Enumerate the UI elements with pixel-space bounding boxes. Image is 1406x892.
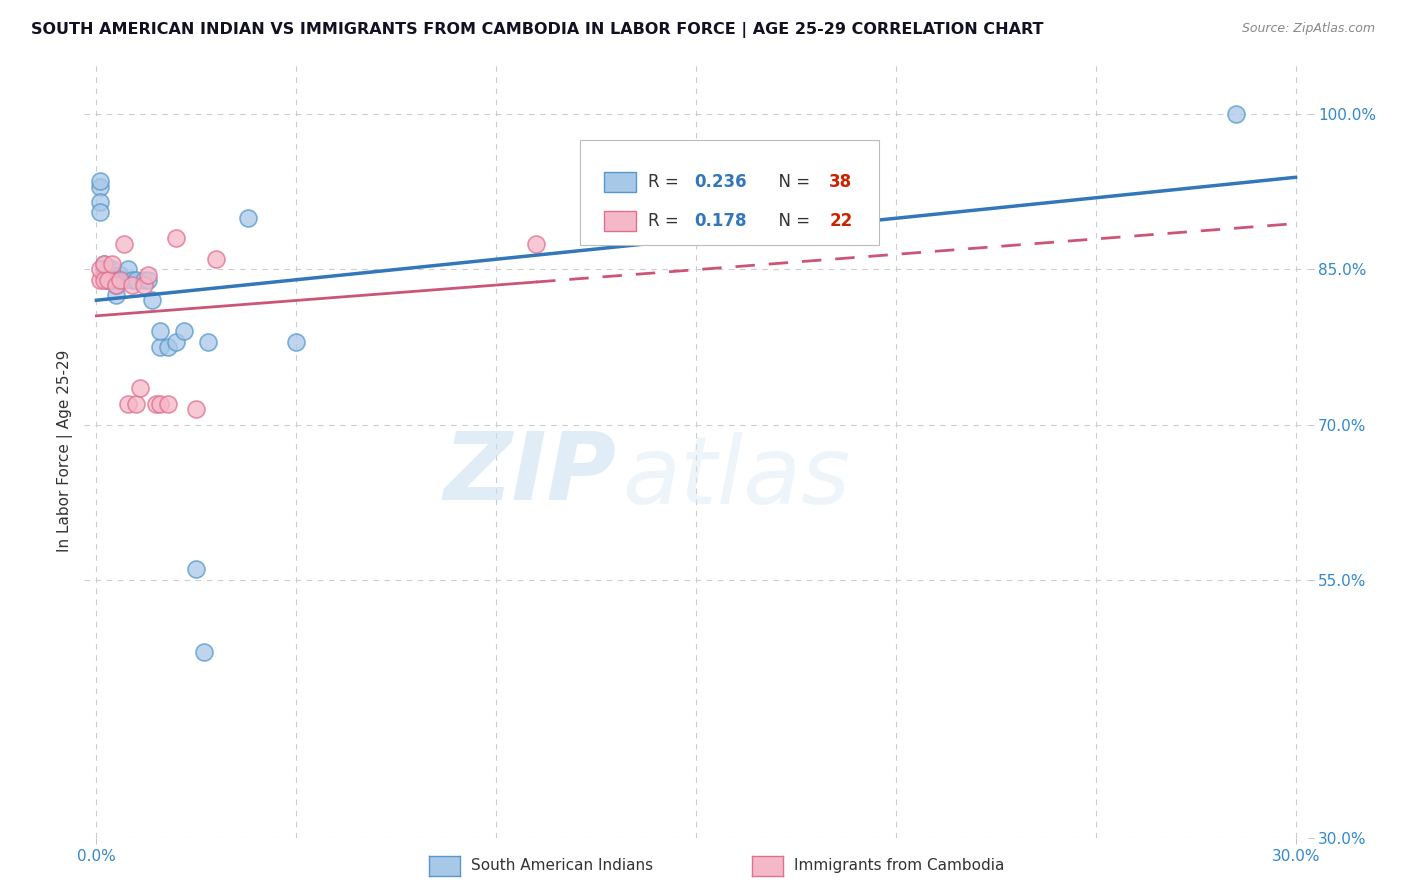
Point — [97, 262, 120, 277]
Point — [149, 340, 172, 354]
Text: ZIP: ZIP — [443, 428, 616, 520]
Point — [93, 257, 115, 271]
Point — [193, 645, 215, 659]
Point — [157, 340, 180, 354]
Point — [97, 273, 120, 287]
Point — [93, 262, 115, 277]
Point — [97, 273, 120, 287]
Point — [89, 179, 111, 194]
Point — [117, 262, 139, 277]
Text: R =: R = — [648, 173, 685, 191]
Point — [105, 277, 128, 292]
Point — [101, 273, 124, 287]
Text: South American Indians: South American Indians — [471, 858, 654, 872]
Point — [112, 273, 135, 287]
Point — [105, 288, 128, 302]
Point — [110, 268, 132, 282]
Point — [125, 273, 148, 287]
Point — [845, 211, 868, 225]
Point — [136, 268, 159, 282]
Text: N =: N = — [768, 212, 815, 230]
Text: 0.236: 0.236 — [695, 173, 748, 191]
Point — [110, 273, 132, 287]
Point — [89, 195, 111, 210]
Point — [205, 252, 228, 266]
Point — [121, 273, 143, 287]
Point — [134, 273, 156, 287]
Point — [165, 231, 187, 245]
Point — [1225, 107, 1247, 121]
Point — [149, 397, 172, 411]
Text: Source: ZipAtlas.com: Source: ZipAtlas.com — [1241, 22, 1375, 36]
Text: 22: 22 — [830, 212, 852, 230]
Point — [101, 262, 124, 277]
Point — [165, 334, 187, 349]
Text: Immigrants from Cambodia: Immigrants from Cambodia — [794, 858, 1005, 872]
Point — [173, 325, 195, 339]
Point — [105, 277, 128, 292]
Text: atlas: atlas — [623, 432, 851, 523]
Point — [110, 273, 132, 287]
Point — [134, 277, 156, 292]
FancyBboxPatch shape — [605, 171, 636, 192]
Point — [97, 273, 120, 287]
FancyBboxPatch shape — [579, 140, 880, 244]
Point — [93, 257, 115, 271]
Point — [112, 236, 135, 251]
Point — [125, 397, 148, 411]
Text: 38: 38 — [830, 173, 852, 191]
Point — [186, 562, 208, 576]
Point — [149, 325, 172, 339]
Point — [157, 397, 180, 411]
Point — [89, 205, 111, 219]
Point — [136, 273, 159, 287]
Point — [186, 402, 208, 417]
Point — [524, 236, 547, 251]
Point — [89, 262, 111, 277]
Point — [129, 381, 152, 395]
Point — [97, 273, 120, 287]
FancyBboxPatch shape — [605, 211, 636, 231]
Y-axis label: In Labor Force | Age 25-29: In Labor Force | Age 25-29 — [58, 350, 73, 551]
Text: R =: R = — [648, 212, 685, 230]
Point — [93, 268, 115, 282]
Point — [101, 257, 124, 271]
Point — [117, 397, 139, 411]
Point — [238, 211, 260, 225]
Text: 0.178: 0.178 — [695, 212, 747, 230]
Point — [89, 174, 111, 188]
Point — [89, 273, 111, 287]
Text: N =: N = — [768, 173, 815, 191]
Text: SOUTH AMERICAN INDIAN VS IMMIGRANTS FROM CAMBODIA IN LABOR FORCE | AGE 25-29 COR: SOUTH AMERICAN INDIAN VS IMMIGRANTS FROM… — [31, 22, 1043, 38]
Point — [101, 273, 124, 287]
Point — [197, 334, 219, 349]
Point — [145, 397, 167, 411]
Point — [121, 277, 143, 292]
Point — [285, 334, 308, 349]
Point — [141, 293, 163, 308]
Point — [97, 262, 120, 277]
Point — [93, 273, 115, 287]
